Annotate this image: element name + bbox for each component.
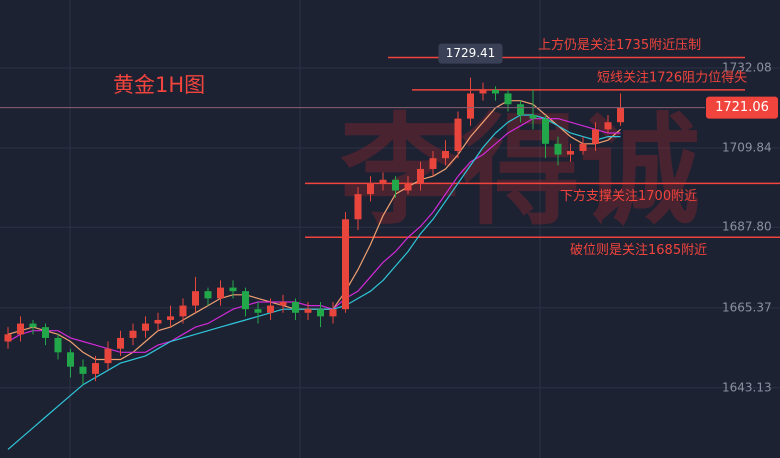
candle-body [192, 291, 199, 306]
candle-body [217, 287, 224, 299]
y-tick-label: 1643.13 [722, 380, 772, 394]
current-price-box [706, 96, 778, 119]
candle-body [117, 337, 124, 349]
candle-body [379, 179, 387, 184]
candle-body [292, 301, 299, 313]
candle-body [79, 366, 87, 374]
candle-body [342, 219, 349, 310]
candle-body [367, 183, 374, 195]
candle-body [4, 334, 12, 342]
candle-body [92, 363, 99, 374]
candle-body [29, 323, 37, 328]
candle-body [492, 89, 499, 94]
candle-body [617, 107, 624, 123]
candle-body [17, 323, 24, 335]
candle-body [604, 122, 612, 130]
candle-body [567, 150, 574, 155]
candle-body [154, 319, 162, 324]
candle-body [242, 291, 249, 310]
candle-body [354, 194, 362, 220]
candle-body [204, 291, 212, 299]
candle-body [129, 330, 137, 338]
candle-body [267, 305, 274, 313]
candle-body [167, 316, 174, 320]
candle-body [542, 118, 549, 144]
y-tick-label: 1687.80 [722, 220, 772, 234]
chart-title: 黄金1H图 [113, 73, 205, 97]
candle-body [479, 89, 487, 94]
candle-body [392, 179, 399, 191]
candle-body [279, 301, 287, 306]
moving-average [7, 114, 621, 450]
candle-body [454, 118, 462, 151]
candle-body [42, 327, 49, 338]
candle-body [404, 183, 412, 191]
watermark: 李得诚 [340, 103, 700, 242]
candle-body [104, 348, 112, 364]
max-price-box [438, 43, 503, 64]
candle-body [229, 287, 237, 292]
candle-body [254, 309, 262, 313]
y-tick-label: 1709.84 [722, 140, 772, 154]
candle-body [317, 309, 324, 317]
y-tick-label: 1732.08 [722, 61, 772, 75]
candle-body [579, 143, 587, 151]
candle-body [517, 104, 524, 116]
level-label: 下方支撑关注1700附近 [560, 188, 697, 204]
candle-body [67, 352, 74, 367]
candle-body [554, 143, 562, 155]
y-tick-label: 1665.37 [722, 300, 772, 314]
candle-body [142, 323, 149, 331]
level-label: 破位则是关注1685附近 [570, 243, 707, 258]
current-price-label: 1721.06 [715, 100, 769, 115]
candle-body [54, 337, 62, 353]
candle-body [179, 305, 187, 317]
max-price-label: 1729.41 [446, 46, 496, 60]
candle-body [529, 115, 537, 119]
level-label: 上方仍是关注1735附近压制 [538, 37, 701, 53]
candle-body [504, 93, 512, 105]
candle-body [417, 168, 424, 184]
candle-body [467, 93, 474, 119]
candle-body [329, 309, 337, 317]
candle-body [592, 129, 599, 144]
candle-body [304, 309, 312, 313]
candle-body [442, 150, 449, 159]
candle-body [429, 158, 437, 169]
level-label: 短线关注1726阻力位得失 [597, 69, 747, 85]
